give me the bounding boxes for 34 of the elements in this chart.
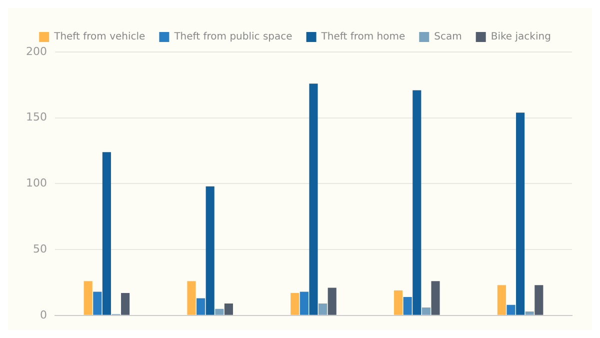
- bar: [224, 304, 233, 315]
- bar: [516, 112, 525, 315]
- y-tick-label: 0: [40, 308, 47, 322]
- bar: [534, 285, 544, 315]
- bar: [84, 281, 92, 315]
- bar: [290, 293, 300, 315]
- legend-label: Scam: [434, 32, 462, 43]
- bar: [328, 288, 336, 315]
- bar: [412, 90, 422, 315]
- bar: [121, 293, 130, 315]
- bar: [497, 285, 506, 315]
- legend-label: Bike jacking: [490, 32, 551, 43]
- bar: [196, 298, 206, 315]
- bar: [102, 152, 111, 315]
- bar: [525, 311, 534, 315]
- bar: [206, 186, 214, 315]
- y-tick-label: 100: [26, 176, 47, 190]
- bar: [422, 308, 430, 315]
- bar: [187, 281, 196, 315]
- y-tick-label: 200: [26, 44, 47, 58]
- bar: [309, 84, 318, 315]
- legend-label: Theft from vehicle: [53, 32, 146, 43]
- bar: [394, 290, 403, 315]
- legend-label: Theft from home: [320, 32, 406, 43]
- bar: [318, 304, 328, 315]
- bar: [431, 281, 440, 315]
- bar: [93, 292, 102, 315]
- legend-label: Theft from public space: [173, 32, 292, 43]
- bar: [506, 304, 516, 315]
- bar: [300, 292, 308, 315]
- bar: [215, 308, 224, 315]
- y-tick-label: 50: [32, 242, 47, 256]
- bar: [403, 296, 412, 315]
- y-tick-label: 150: [26, 110, 47, 124]
